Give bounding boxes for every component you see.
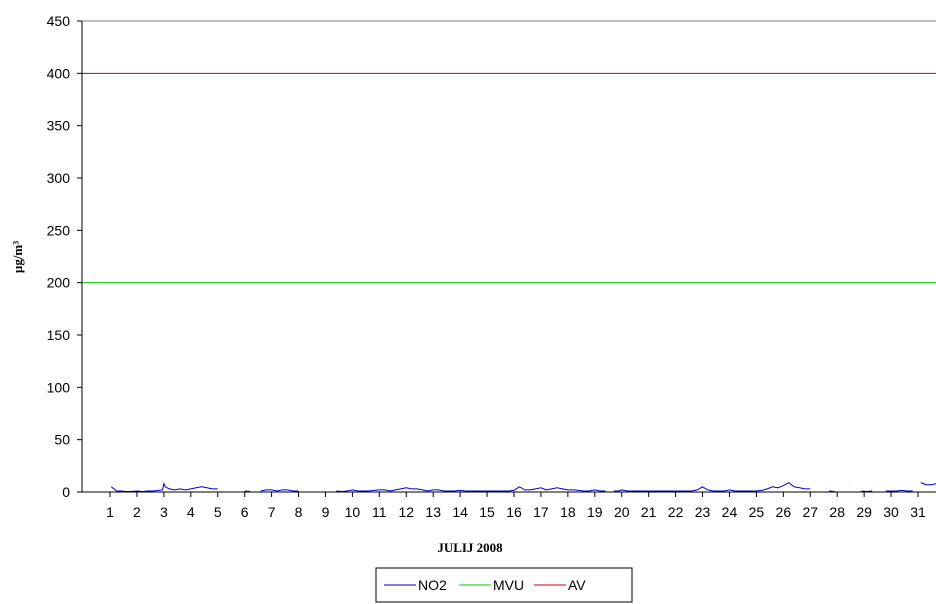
x-tick-label: 14 (452, 504, 468, 520)
x-tick-label: 19 (587, 504, 603, 520)
y-axis-title: µg/m³ (10, 241, 25, 273)
y-tick-label: 100 (47, 379, 71, 395)
x-tick-label: 12 (398, 504, 414, 520)
x-tick-label: 4 (187, 504, 195, 520)
legend: NO2 MVU AV (375, 567, 633, 603)
legend-label-av: AV (568, 577, 586, 593)
series-line-no2-segment (336, 486, 606, 493)
x-tick-label: 3 (160, 504, 168, 520)
x-tick-label: 16 (506, 504, 522, 520)
y-tick-label: 350 (47, 118, 71, 134)
y-tick-label: 250 (47, 222, 71, 238)
x-tick-label: 23 (695, 504, 711, 520)
series-line-no2-segment (861, 490, 873, 493)
y-tick-label: 50 (54, 432, 70, 448)
x-tick-label: 31 (910, 504, 926, 520)
series-line-no2-segment (613, 481, 811, 492)
x-tick-label: 27 (802, 504, 818, 520)
series-line-no2-segment (244, 490, 251, 492)
x-tick-label: 15 (479, 504, 495, 520)
x-tick-label: 30 (883, 504, 899, 520)
legend-label-mvu: MVU (493, 577, 524, 593)
x-axis-title: JULIJ 2008 (437, 540, 503, 555)
x-tick-label: 7 (268, 504, 276, 520)
x-tick-label: 21 (641, 504, 657, 520)
plot-area (82, 20, 936, 493)
series-line-no2-segment (110, 481, 218, 493)
series-line-no2-segment (920, 482, 936, 486)
y-tick-label: 400 (47, 65, 71, 81)
x-tick-label: 6 (241, 504, 249, 520)
x-tick-label: 25 (749, 504, 765, 520)
x-tick-label: 17 (533, 504, 549, 520)
y-tick-label: 150 (47, 327, 71, 343)
series-line-no2-segment (829, 490, 835, 492)
x-tick-label: 9 (322, 504, 330, 520)
legend-label-no2: NO2 (418, 577, 447, 593)
series-line-no2-segment (260, 489, 299, 492)
y-tick-label: 0 (62, 484, 70, 500)
x-tick-label: 28 (829, 504, 845, 520)
x-tick-label: 10 (345, 504, 361, 520)
series-line-no2-segment (885, 489, 913, 492)
x-tick-label: 1 (106, 504, 114, 520)
x-tick-label: 5 (214, 504, 222, 520)
x-tick-label: 22 (668, 504, 684, 520)
x-tick-label: 8 (295, 504, 303, 520)
x-tick-label: 26 (776, 504, 792, 520)
y-tick-label: 200 (47, 275, 71, 291)
y-tick-label: 300 (47, 170, 71, 186)
x-tick-label: 29 (856, 504, 872, 520)
x-tick-label: 2 (133, 504, 141, 520)
y-tick-label: 450 (47, 13, 71, 29)
x-tick-label: 13 (425, 504, 441, 520)
x-tick-label: 11 (372, 504, 387, 520)
x-tick-label: 20 (614, 504, 630, 520)
x-tick-label: 24 (722, 504, 738, 520)
legend-box (375, 567, 633, 603)
x-tick-label: 18 (560, 504, 576, 520)
x-axis: 1 2 3 4 5 6 7 8 9 10 11 12 13 14 15 16 17 18 19 20 21 22 23 24 2… (82, 491, 936, 520)
y-axis: 0 50 100 150 200 250 300 350 400 450 (47, 13, 83, 500)
